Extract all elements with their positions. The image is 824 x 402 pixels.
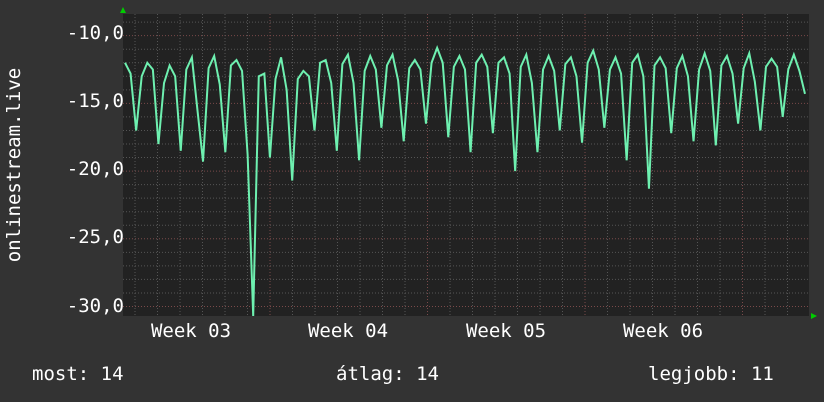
x-tick-label: Week 03 (150, 320, 232, 342)
max-value: legjobb: 11 (648, 363, 774, 385)
y-tick-label: -25,0 (66, 226, 124, 248)
y-tick-label: -20,0 (66, 158, 124, 180)
series-line (124, 45, 806, 317)
x-tick-label: Week 05 (465, 320, 547, 342)
y-tick-label: -15,0 (66, 90, 124, 112)
y-tick-label: -10,0 (66, 22, 124, 44)
average-value: átlag: 14 (336, 363, 439, 385)
x-axis-arrow-icon (811, 313, 817, 319)
y-axis-label: onlinestream.live (3, 67, 25, 263)
y-axis-arrow-icon (120, 7, 126, 13)
x-tick-label: Week 04 (307, 320, 389, 342)
y-tick-label: -30,0 (66, 295, 124, 317)
last-value: most: 14 (32, 363, 124, 385)
x-tick-label: Week 06 (622, 320, 704, 342)
